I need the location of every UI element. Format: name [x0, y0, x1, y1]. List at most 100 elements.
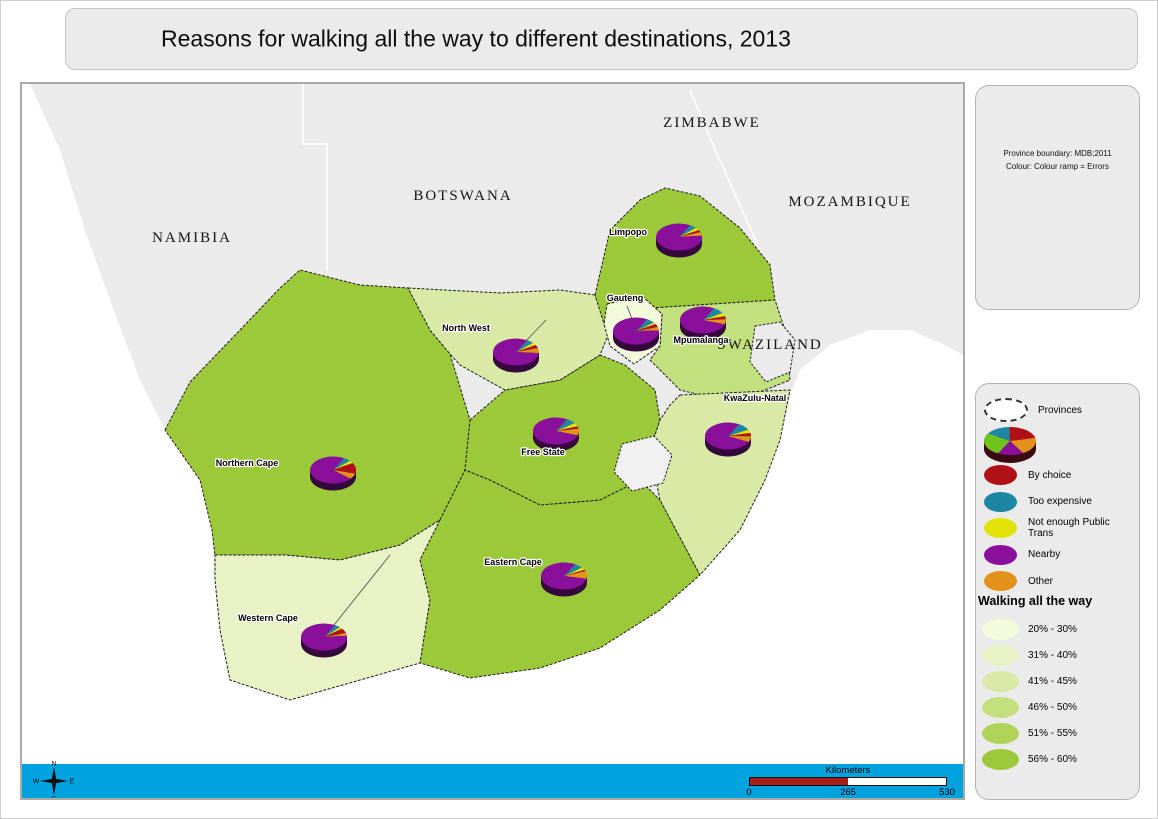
lesotho-shape	[613, 435, 673, 492]
scale-tick-0: 0	[746, 787, 752, 798]
province-label-western-cape: Western Cape	[238, 613, 298, 623]
pie-slice-nearby	[540, 562, 587, 590]
pie-kwazulu-natal	[704, 422, 752, 457]
pie-gauteng	[613, 317, 660, 352]
pie-northern-cape	[310, 456, 357, 491]
province-label-eastern-cape: Eastern Cape	[484, 557, 542, 567]
legend-reason-other: Other	[984, 568, 1137, 595]
legend-reason-too_expensive: Too expensive	[984, 489, 1137, 516]
legend-ramp-class-2-label: 41% - 45%	[1028, 675, 1077, 687]
compass-n: N	[51, 761, 56, 768]
country-label-botswana: BOTSWANA	[413, 188, 512, 204]
legend-ramp-class-2-swatch	[982, 670, 1019, 692]
leader-line-western-cape	[329, 554, 391, 631]
province-pies	[301, 223, 752, 658]
map-footer-bar: N E S W Kilometers 0 265 530	[22, 761, 963, 798]
compass-e: E	[70, 779, 75, 786]
legend-ramp-class-0-swatch	[982, 618, 1019, 640]
country-label-zimbabwe: ZIMBABWE	[663, 115, 761, 131]
legend-ramp-class-5: 56% - 60%	[982, 746, 1137, 772]
province-shape-kwazulu-natal	[649, 389, 791, 576]
pie-slice-not_enough	[564, 567, 585, 576]
notes-line-2: Colour: Colour ramp = Errors	[1006, 161, 1109, 171]
swaziland-shape	[749, 321, 796, 383]
legend-ramp-class-5-label: 56% - 60%	[1028, 753, 1077, 765]
legend-reason-by_choice-swatch	[984, 465, 1017, 486]
pie-slice-too_expensive	[564, 564, 582, 576]
pie-slice-nearby	[532, 417, 578, 445]
pie-slice-not_enough	[333, 460, 353, 470]
pie-slice-not_enough	[516, 342, 536, 352]
pie-slice-too_expensive	[516, 340, 533, 352]
pie-slice-nearby	[301, 623, 348, 651]
province-label-mpumalanga: Mpumalanga	[673, 335, 729, 345]
provinces-symbol	[984, 398, 1028, 422]
legend-ramp-class-0-label: 20% - 30%	[1028, 623, 1077, 635]
provinces-label: Provinces	[1038, 405, 1082, 416]
pie-slice-too_expensive	[324, 625, 340, 637]
map-source-notes: Province boundary: MDB;2011 Colour: Colo…	[976, 148, 1139, 174]
sample-pie-slice-2	[1010, 438, 1037, 454]
pie-slice-by_choice	[333, 463, 357, 474]
pie-slice-other	[333, 470, 356, 479]
province-label-northern-cape: Northern Cape	[216, 458, 279, 468]
ramp-legend-rows: 20% - 30% 31% - 40% 41% - 45% 46% - 50% 51% …	[982, 616, 1137, 772]
pie-slice-nearby	[492, 338, 539, 366]
legend-ramp-class-1-swatch	[982, 644, 1019, 666]
legend-reason-not_enough: Not enough Public Trans	[984, 515, 1137, 542]
legend-reason-too_expensive-label: Too expensive	[1028, 496, 1092, 508]
pie-slice-nearby	[704, 422, 749, 450]
page-title: Reasons for walking all the way to diffe…	[161, 25, 791, 52]
notes-line-1: Province boundary: MDB;2011	[1003, 149, 1112, 158]
ramp-title: Walking all the way	[978, 594, 1093, 608]
compass-needle-horizontal	[40, 778, 68, 784]
pie-slice-not_enough	[556, 423, 578, 431]
pie-slice-not_enough	[728, 429, 751, 436]
reason-legend-rows: By choice Too expensive Not enough Public …	[984, 462, 1137, 595]
pie-slice-nearby	[613, 317, 660, 345]
pie-slice-too_expensive	[728, 424, 749, 436]
pie-slice-by_choice	[679, 230, 701, 237]
pie-slice-nearby	[310, 456, 351, 484]
country-label-namibia: NAMIBIA	[152, 230, 232, 246]
legend-ramp-class-4-label: 51% - 55%	[1028, 727, 1077, 739]
pie-slice-other	[564, 571, 587, 579]
scale-bar: Kilometers 0 265 530	[746, 765, 955, 798]
legend-reason-not_enough-swatch	[984, 518, 1017, 539]
pie-limpopo	[656, 223, 703, 258]
legend-reason-nearby-label: Nearby	[1028, 549, 1061, 561]
pie-free-state	[532, 417, 580, 452]
compass-s: S	[52, 796, 57, 800]
pie-mpumalanga	[679, 306, 727, 341]
scale-bar-ticks: 0 265 530	[746, 786, 955, 798]
pie-slice-other	[324, 633, 347, 637]
pie-slice-too_expensive	[556, 419, 575, 431]
pie-slice-by_choice	[728, 432, 752, 437]
province-label-north-west: North West	[442, 323, 490, 333]
notes-panel: Province boundary: MDB;2011 Colour: Colo…	[975, 85, 1140, 310]
legend-ramp-class-3: 46% - 50%	[982, 694, 1137, 720]
scale-bar-filled-half	[750, 778, 848, 785]
legend-ramp-class-4-swatch	[982, 722, 1019, 744]
pie-slice-too_expensive	[333, 458, 350, 470]
pie-slice-not_enough	[679, 227, 699, 237]
pie-slice-by_choice	[703, 316, 726, 320]
compass-rose: N E S W	[33, 761, 75, 800]
province-label-gauteng: Gauteng	[607, 293, 644, 303]
compass-w: W	[33, 779, 40, 786]
legend-ramp-class-3-label: 46% - 50%	[1028, 701, 1077, 713]
scale-bar-units: Kilometers	[825, 765, 871, 776]
legend-ramp-class-0: 20% - 30%	[982, 616, 1137, 642]
pie-slice-other	[728, 436, 751, 442]
sample-pie-slice-3	[998, 441, 1024, 455]
country-label-swaziland: SWAZILAND	[717, 337, 823, 353]
zimbabwe-mozambique-border	[689, 89, 761, 251]
legend-reason-not_enough-label: Not enough Public Trans	[1028, 517, 1110, 540]
pie-slice-other	[679, 232, 702, 237]
scale-tick-265: 265	[840, 787, 856, 798]
legend-ramp-class-1: 31% - 40%	[982, 642, 1137, 668]
province-shape-north-west	[407, 287, 611, 391]
country-label-mozambique: MOZAMBIQUE	[788, 194, 911, 210]
sample-pie-symbol	[984, 426, 1037, 463]
scale-bar-graphic	[749, 777, 947, 786]
